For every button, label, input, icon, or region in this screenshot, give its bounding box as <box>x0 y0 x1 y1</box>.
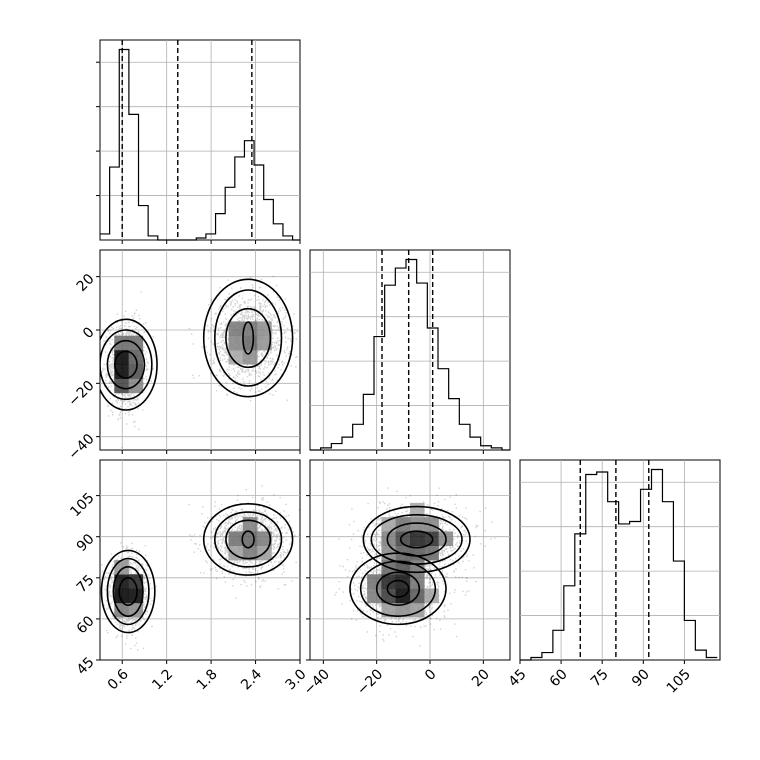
contour-line <box>118 577 138 607</box>
y-tick-label: −20 <box>65 378 97 410</box>
scatter-panel-p1-p2-frame <box>99 249 301 451</box>
density-cell <box>114 378 129 394</box>
x-tick-label: 0 <box>422 666 440 684</box>
contour-line <box>349 552 447 626</box>
contour-line <box>100 329 153 401</box>
x-tick-label: 60 <box>547 666 571 690</box>
density-cell <box>242 531 258 547</box>
density-cell <box>228 335 244 351</box>
density-cell <box>257 335 272 351</box>
x-tick-label: 2.4 <box>238 666 265 693</box>
density-cell <box>128 574 144 589</box>
density-cell <box>410 531 425 547</box>
y-tick-label: 45 <box>74 654 98 678</box>
contour-line <box>100 318 158 411</box>
contour-line <box>214 511 283 568</box>
x-tick-label: 45 <box>506 666 530 690</box>
contour-line <box>106 339 146 390</box>
contour-line <box>362 505 471 574</box>
x-tick-label: 1.2 <box>149 666 176 693</box>
contour-line <box>242 321 255 355</box>
y-tick-label: −40 <box>65 431 97 463</box>
hist-panel-p2 <box>309 249 511 454</box>
density-cell <box>242 545 258 561</box>
hist-panel-p1-frame <box>99 39 301 241</box>
density-cell <box>114 350 129 365</box>
density-cell <box>228 531 244 547</box>
density-cell <box>367 588 382 604</box>
histogram-p3 <box>520 468 718 661</box>
contour-line <box>225 307 272 369</box>
scatter-panel-p1-p3-frame <box>99 459 301 661</box>
density-cell <box>114 335 129 351</box>
contour-line <box>112 566 144 617</box>
density-cell <box>128 335 144 351</box>
density-cell <box>424 531 439 547</box>
x-tick-label: −40 <box>301 666 333 698</box>
contour-line <box>202 503 294 576</box>
density-cell <box>381 531 397 547</box>
scatter-points <box>334 487 496 647</box>
contour-line <box>100 549 156 634</box>
contour-line <box>386 579 410 598</box>
density-cell <box>257 531 272 547</box>
density-cell <box>395 602 411 618</box>
density-cell <box>381 574 397 589</box>
density-cell <box>395 531 411 547</box>
density-cell <box>410 517 425 532</box>
y-tick-label: 20 <box>74 271 98 295</box>
contour-line <box>225 519 272 560</box>
contour-line <box>386 522 447 557</box>
x-tick-label: 105 <box>664 666 694 696</box>
hist-panel-p3-frame <box>519 459 721 661</box>
scatter-point-cloud <box>101 275 300 449</box>
density-cell <box>114 588 129 604</box>
contour-line <box>375 571 421 607</box>
density-cell <box>228 321 244 337</box>
contour-line <box>106 557 150 626</box>
density-cell <box>228 350 244 365</box>
histogram-p1 <box>100 48 300 241</box>
scatter-points <box>100 275 300 449</box>
x-tick-label: 75 <box>588 666 612 690</box>
density-cell <box>114 602 129 618</box>
y-tick-label: 60 <box>74 613 98 637</box>
y-tick-label: 105 <box>67 490 97 520</box>
density-cell <box>367 574 382 589</box>
contour-line <box>202 278 294 398</box>
contour-line <box>399 530 434 549</box>
x-tick-label: 1.8 <box>194 666 221 693</box>
scatter-panel-p2-p3: −40 −20 0 20 <box>301 459 511 699</box>
y-tick-label: 75 <box>74 572 98 596</box>
x-tick-label: −20 <box>354 666 386 698</box>
x-tick-label: 0.6 <box>105 666 132 693</box>
histogram-p2 <box>310 258 510 451</box>
scatter-points <box>100 485 300 651</box>
scatter-panel-p2-p3-frame <box>309 459 511 661</box>
y-tick-label: 0 <box>80 324 98 342</box>
x-tick-label: 90 <box>629 666 653 690</box>
contour-line <box>114 350 138 379</box>
density-cell <box>381 588 397 604</box>
density-cell <box>242 335 258 351</box>
density-cell <box>242 517 258 532</box>
hist-panel-p1 <box>96 39 301 244</box>
contour-line <box>214 289 283 387</box>
hist-panel-p3: 45 60 75 90 105 <box>506 459 721 697</box>
y-tick-label: 90 <box>74 531 98 555</box>
hist-panel-p2-frame <box>309 249 511 451</box>
contour-line <box>241 530 255 549</box>
x-tick-label: 20 <box>469 666 493 690</box>
scatter-panel-p1-p2: −40 −20 0 20 <box>65 249 301 463</box>
density-cell <box>114 364 129 379</box>
contour-line <box>370 513 463 565</box>
density-cell <box>381 517 397 532</box>
